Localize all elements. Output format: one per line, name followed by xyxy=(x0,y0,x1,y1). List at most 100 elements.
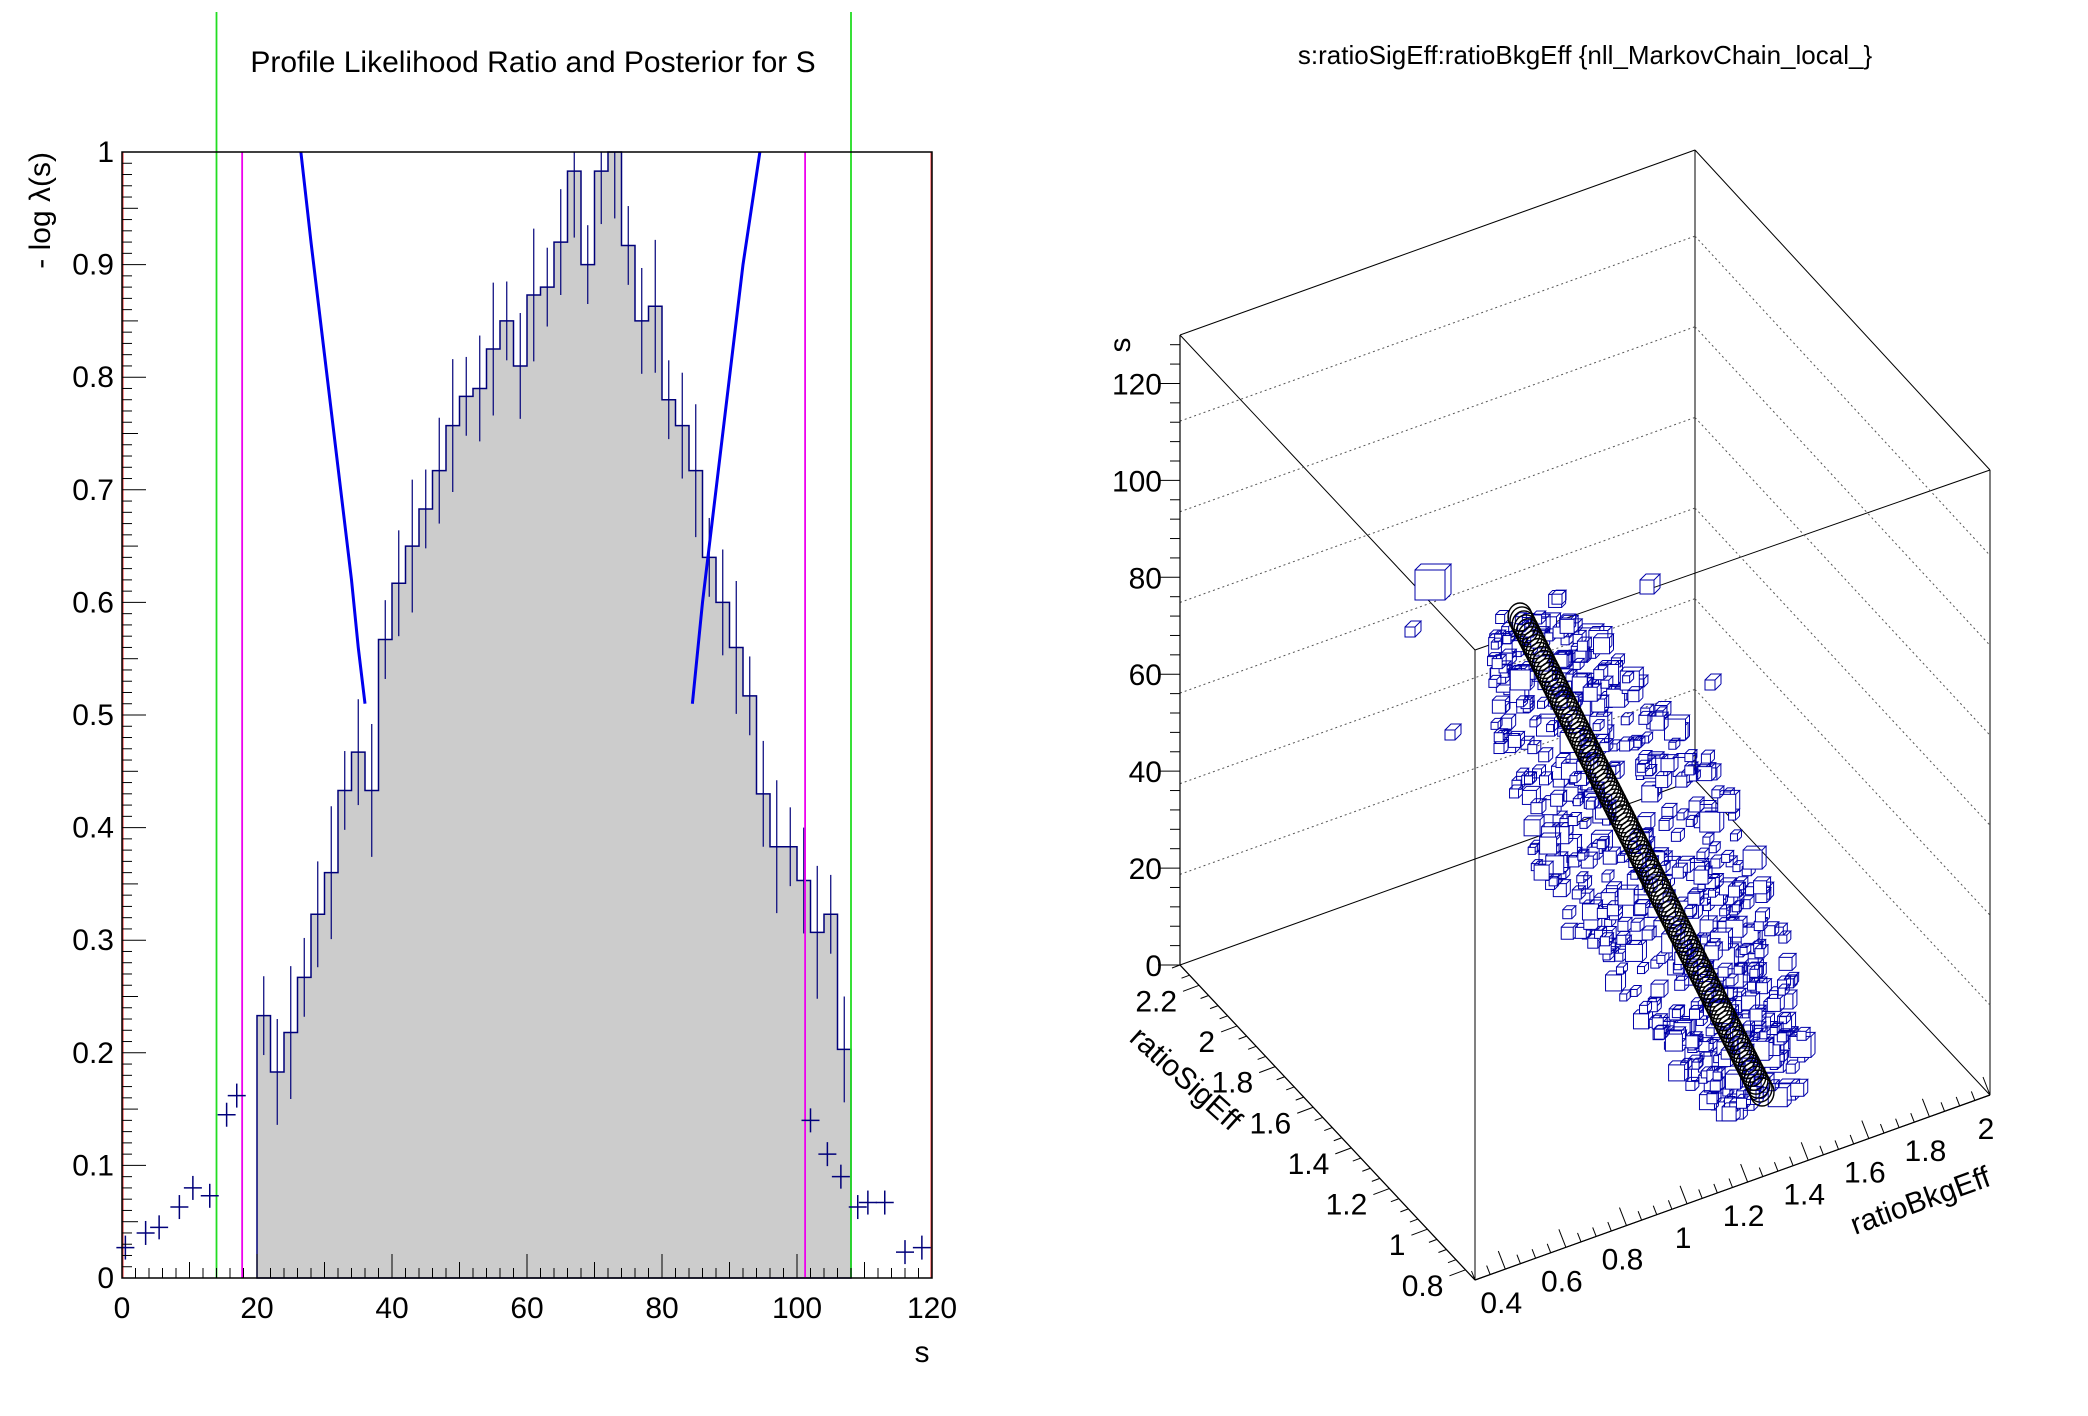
profile-likelihood-panel: Profile Likelihood Ratio and Posterior f… xyxy=(24,12,957,1369)
mc-box xyxy=(1636,759,1651,773)
x-tick xyxy=(1577,1232,1582,1243)
y-tick xyxy=(1335,1147,1352,1155)
mc-box xyxy=(1658,815,1675,831)
mc-box xyxy=(1533,860,1555,881)
chain-circle xyxy=(1749,1077,1775,1107)
mc-box xyxy=(1615,962,1629,975)
z-tick-label: 40 xyxy=(1129,756,1162,789)
mc-box xyxy=(1717,789,1741,813)
mc-box xyxy=(1507,730,1526,748)
x-tick xyxy=(1637,1210,1643,1221)
mc-box xyxy=(1490,717,1504,730)
mc-box xyxy=(1687,888,1706,906)
mc-box xyxy=(1516,695,1529,708)
mc-box xyxy=(1755,978,1773,995)
mc-box xyxy=(1571,885,1587,900)
mc-box xyxy=(1527,740,1543,755)
x-tick xyxy=(1471,1270,1476,1281)
mc-box xyxy=(1550,789,1568,807)
mc-box xyxy=(1671,1005,1686,1019)
mc-box xyxy=(1593,665,1609,681)
y-tick-label: 1.6 xyxy=(1250,1107,1292,1140)
x-tick xyxy=(1713,1183,1718,1194)
y-tick xyxy=(1276,1076,1285,1081)
x-tick xyxy=(1970,1091,1976,1101)
x-tick xyxy=(1486,1265,1491,1275)
x-tick xyxy=(1497,1250,1506,1270)
y-tick xyxy=(1247,1045,1257,1050)
z-tick-label: 60 xyxy=(1129,659,1162,692)
mc-box xyxy=(1660,754,1680,773)
y-tick-label: 2.2 xyxy=(1135,985,1177,1018)
mc-box xyxy=(1414,563,1453,601)
cube-gridline xyxy=(1694,326,1991,646)
mc-box xyxy=(1753,876,1772,895)
profile-likelihood-curve xyxy=(690,151,762,704)
mc-box xyxy=(1546,720,1559,733)
y-tick-label: 0.3 xyxy=(72,924,114,957)
y-tick xyxy=(1400,1208,1409,1213)
cube-gridline xyxy=(1179,507,1696,694)
x-tick xyxy=(1698,1189,1703,1199)
y-tick xyxy=(1411,1228,1428,1236)
y-tick xyxy=(1333,1137,1342,1142)
y-tick xyxy=(1390,1198,1400,1203)
x-tick-label: 2 xyxy=(1978,1113,1995,1146)
y-tick-label: 2 xyxy=(1198,1026,1215,1059)
mc-box xyxy=(1671,862,1689,879)
x-tick xyxy=(1607,1221,1612,1232)
mc-box xyxy=(1699,915,1719,934)
mc-box xyxy=(1721,849,1735,863)
x-axis-label: s xyxy=(915,1336,930,1369)
x-tick xyxy=(1910,1113,1915,1123)
x-tick xyxy=(1834,1140,1839,1150)
mc-box xyxy=(1638,710,1654,725)
mc-box xyxy=(1539,832,1562,855)
x-tick xyxy=(1531,1249,1537,1259)
y-tick xyxy=(1286,1086,1295,1091)
x-tick xyxy=(1861,1120,1870,1139)
mc-box xyxy=(1777,983,1791,996)
y-tick xyxy=(1371,1177,1381,1182)
mc-box xyxy=(1674,975,1690,991)
x-tick xyxy=(1516,1254,1521,1264)
mc-box xyxy=(1764,921,1780,937)
mc-box xyxy=(1649,711,1670,731)
x-tick xyxy=(1849,1134,1855,1145)
mc-box xyxy=(1622,671,1635,684)
mc-box xyxy=(1685,814,1699,827)
mc-box xyxy=(1700,749,1716,764)
mc-box xyxy=(1717,962,1734,978)
markov-chain-boxes xyxy=(1404,563,1817,1122)
mc-box xyxy=(1684,749,1699,763)
mc-box xyxy=(1572,794,1586,807)
mc-box xyxy=(1529,715,1543,728)
mc-box xyxy=(1553,649,1573,668)
y-axis: 0 0.1 0.2 0.3 0.4 0.5 0.6 0.7 0.8 0.9 1 xyxy=(72,136,146,1295)
mc-box xyxy=(1639,1000,1653,1014)
x-tick xyxy=(1679,1185,1688,1205)
mc-box xyxy=(1749,1004,1768,1022)
x-tick-label: 60 xyxy=(510,1292,543,1325)
mc-box xyxy=(1509,665,1536,691)
mc-box xyxy=(1754,907,1771,923)
mc-box xyxy=(1585,796,1600,810)
x-tick xyxy=(1758,1167,1764,1177)
markov-chain-circles xyxy=(1507,602,1775,1107)
mc-box xyxy=(1639,573,1662,595)
mc-box xyxy=(1617,916,1634,932)
cube-gridline xyxy=(1694,689,1991,1006)
y-tick xyxy=(1447,1259,1457,1264)
mc-box xyxy=(1778,930,1793,944)
mc-box xyxy=(1619,736,1635,752)
mc-box xyxy=(1742,845,1768,870)
x-tick xyxy=(1652,1205,1658,1215)
profile-likelihood-curve xyxy=(299,151,367,704)
x-tick-label: 1.2 xyxy=(1723,1200,1765,1233)
mc-box xyxy=(1699,807,1725,833)
ratioSigEff-axis: 0.8 1 1.2 1.4 1.6 1.8 2 2.2 xyxy=(1135,964,1476,1303)
y-tick xyxy=(1238,1035,1247,1040)
mc-box xyxy=(1697,762,1717,782)
z-tick-label: 0 xyxy=(1145,950,1162,983)
